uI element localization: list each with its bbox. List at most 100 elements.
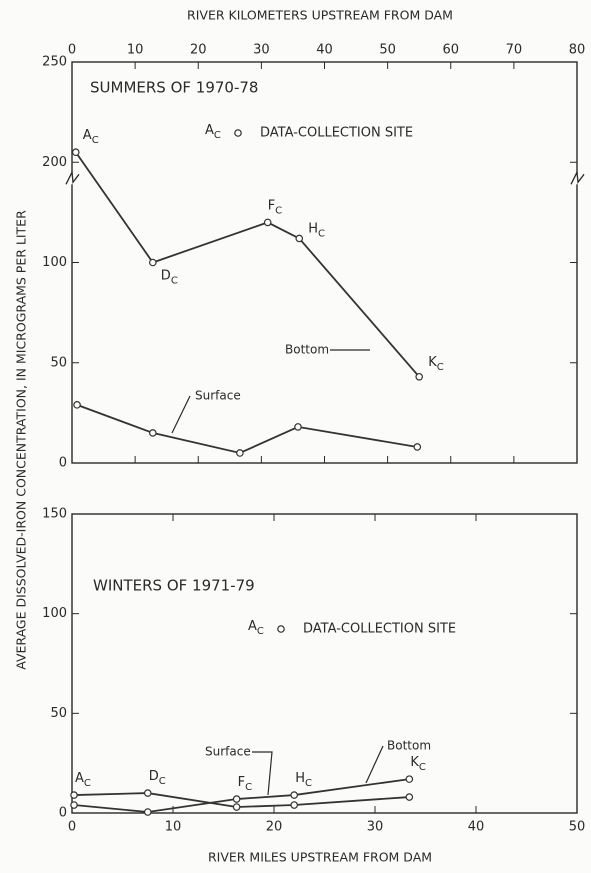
site-label: DC	[161, 268, 178, 287]
site-label-letter: H	[308, 221, 318, 236]
annotation-leader	[252, 751, 273, 796]
axis-break	[65, 170, 80, 185]
site-label: KC	[428, 354, 444, 373]
data-point	[415, 372, 423, 381]
site-label-letter: K	[410, 755, 419, 770]
site-label-letter: F	[238, 775, 245, 790]
x2-axis-label: RIVER KILOMETERS UPSTREAM FROM DAM	[187, 8, 453, 23]
data-point	[71, 148, 80, 157]
x-tick-label: 30	[367, 820, 384, 835]
site-label-letter: D	[149, 769, 159, 784]
site-label-letter: K	[428, 354, 437, 369]
data-point	[413, 443, 422, 451]
x-tick-label: 0	[68, 820, 76, 835]
legend-key-subscript: C	[257, 626, 264, 637]
x-tick-label: 40	[468, 820, 485, 835]
plot-frame	[71, 513, 578, 814]
site-label-subscript: C	[275, 205, 282, 216]
site-label-letter: H	[295, 771, 305, 786]
site-label: AC	[75, 771, 91, 790]
annotation-leader	[171, 395, 191, 434]
data-point	[70, 801, 78, 809]
x2-tick-label: 30	[253, 43, 270, 58]
axis-break-gap	[571, 174, 583, 185]
data-point	[294, 423, 302, 431]
x-tick-label: 10	[165, 820, 182, 835]
series-line	[73, 792, 410, 808]
legend-marker	[234, 129, 242, 137]
data-point	[290, 791, 299, 799]
y-tick-label: 100	[42, 606, 67, 621]
site-label-letter: A	[75, 771, 84, 786]
x2-tick-label: 80	[569, 43, 586, 58]
site-label-letter: F	[268, 198, 275, 213]
series-line	[76, 404, 418, 454]
site-label-subscript: C	[419, 762, 426, 773]
data-point	[263, 218, 272, 227]
site-label-subscript: C	[159, 776, 166, 787]
data-point	[73, 401, 81, 409]
data-point	[290, 801, 299, 809]
legend-text: DATA-COLLECTION SITE	[303, 622, 456, 637]
site-label: KC	[410, 755, 426, 774]
site-label-letter: D	[161, 268, 171, 283]
site-label: FC	[238, 775, 252, 794]
data-point	[232, 803, 241, 811]
x-tick-label: 20	[266, 820, 283, 835]
data-point	[295, 234, 304, 243]
x2-tick-label: 70	[506, 43, 523, 58]
legend-text: DATA-COLLECTION SITE	[260, 126, 413, 141]
y-tick-label: 0	[59, 806, 67, 821]
x2-tick-label: 10	[127, 43, 144, 58]
y-tick-label: 150	[42, 507, 67, 522]
y-axis-label: AVERAGE DISSOLVED-IRON CONCENTRATION, IN…	[14, 210, 29, 670]
panel-title: WINTERS OF 1971-79	[93, 577, 255, 595]
x2-tick-label: 60	[442, 43, 459, 58]
series-annotation: Surface	[195, 389, 241, 403]
x-axis-label: RIVER MILES UPSTREAM FROM DAM	[208, 850, 432, 865]
site-label: AC	[83, 128, 99, 147]
y-tick-label: 0	[59, 456, 67, 471]
legend-key-subscript: C	[214, 130, 221, 141]
data-point	[149, 429, 157, 437]
x-tick-label: 50	[569, 820, 586, 835]
data-point	[143, 789, 152, 797]
y-tick-label: 200	[42, 155, 67, 170]
legend-key: AC	[205, 123, 221, 142]
data-point	[236, 449, 244, 457]
site-label-subscript: C	[171, 276, 178, 287]
axis-break	[570, 170, 585, 185]
legend-key-letter: A	[205, 123, 214, 138]
legend-key-letter: A	[248, 619, 257, 634]
legend-key: AC	[248, 619, 264, 638]
site-label-subscript: C	[318, 228, 325, 239]
site-label: HC	[308, 221, 325, 240]
data-point	[70, 791, 78, 799]
site-label: FC	[268, 198, 282, 217]
series-annotation: Bottom	[387, 739, 431, 753]
site-label-subscript: C	[305, 778, 312, 789]
site-label-subscript: C	[92, 135, 99, 146]
y-tick-label: 100	[42, 255, 67, 270]
x2-tick-label: 20	[190, 43, 207, 58]
series-annotation: Bottom	[285, 343, 329, 357]
data-point	[232, 795, 241, 803]
panel-title: SUMMERS OF 1970-78	[90, 79, 258, 97]
plot-frame	[71, 61, 578, 464]
data-point	[405, 775, 414, 783]
site-label-subscript: C	[84, 778, 91, 789]
data-point	[149, 258, 157, 267]
site-label: DC	[149, 769, 166, 788]
y-tick-label: 50	[50, 706, 67, 721]
annotation-leader	[365, 745, 384, 784]
y-tick-label: 50	[50, 355, 67, 370]
series-line	[75, 151, 420, 378]
y-tick-label: 250	[42, 55, 67, 70]
series-annotation: Surface	[205, 745, 251, 759]
data-point	[143, 808, 152, 816]
axis-break-gap	[66, 174, 78, 185]
x2-tick-label: 40	[316, 43, 333, 58]
site-label-letter: A	[83, 128, 92, 143]
data-point	[405, 793, 414, 801]
